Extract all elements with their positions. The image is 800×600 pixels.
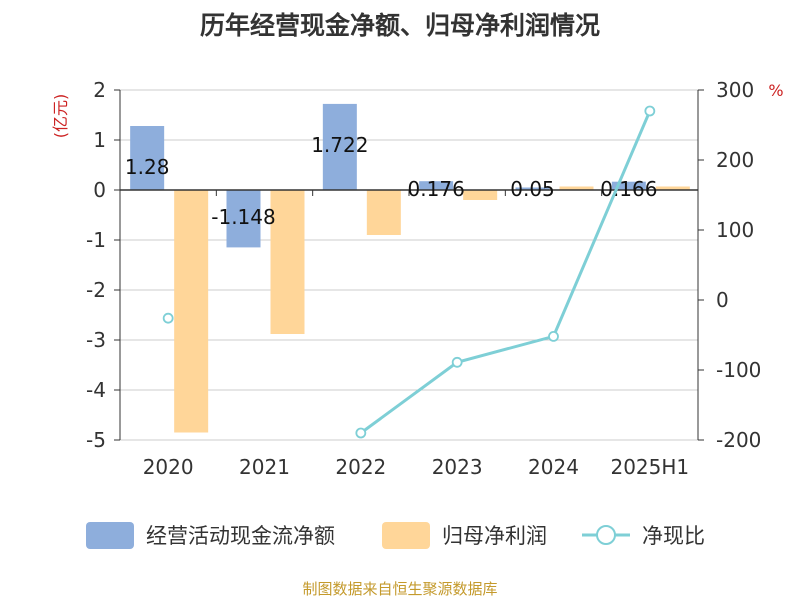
cash-flow-data-label: 0.166: [600, 177, 657, 201]
ratio-point: [162, 312, 174, 324]
ratio-point: [355, 427, 367, 439]
net-profit-bar: [366, 190, 401, 235]
net-profit-bar: [655, 186, 690, 190]
cash-flow-data-label: 1.722: [311, 133, 368, 157]
left-axis-unit: (亿元): [51, 94, 70, 139]
left-tick-label: -1: [86, 228, 106, 252]
ratio-point: [451, 356, 463, 368]
right-tick-label: -100: [716, 358, 761, 382]
right-tick-label: -200: [716, 428, 761, 452]
legend-label-cash-flow: 经营活动现金流净额: [146, 524, 335, 548]
cash-flow-bar: [130, 126, 165, 190]
category-label: 2021: [239, 455, 290, 479]
net-profit-bar: [463, 190, 498, 200]
cash-flow-data-label: -1.148: [211, 205, 275, 229]
left-tick-label: 2: [93, 78, 106, 102]
category-label: 2023: [432, 455, 483, 479]
category-label: 2025H1: [610, 455, 689, 479]
left-tick-label: -4: [86, 378, 106, 402]
net-profit-bar: [270, 190, 305, 334]
right-tick-label: 0: [716, 288, 729, 312]
cash-flow-bar: [322, 103, 357, 190]
chart-title: 历年经营现金净额、归母净利润情况: [199, 11, 600, 40]
ratio-point: [548, 330, 559, 342]
cash-flow-bar: [419, 181, 454, 190]
left-tick-label: -5: [86, 428, 106, 452]
net-profit-bar: [559, 186, 594, 190]
right-tick-label: 100: [716, 218, 754, 242]
cash-flow-data-label: 0.05: [510, 177, 555, 201]
ratio-line: [359, 110, 652, 435]
cash-flow-data-label: 0.176: [408, 177, 465, 201]
left-tick-label: 0: [93, 178, 106, 202]
cash-flow-bar: [611, 181, 646, 190]
legend-marker-ratio: [596, 525, 616, 545]
legend-label-ratio: 净现比: [642, 524, 705, 548]
right-axis-unit: %: [768, 81, 783, 100]
ratio-point: [644, 105, 656, 117]
right-tick-label: 300: [716, 78, 754, 102]
category-label: 2022: [335, 455, 386, 479]
category-label: 2024: [528, 455, 579, 479]
cash-flow-data-label: 1.28: [125, 155, 170, 179]
left-tick-label: 1: [93, 128, 106, 152]
left-tick-label: -2: [86, 278, 106, 302]
category-label: 2020: [143, 455, 194, 479]
legend-swatch-net-profit: [382, 522, 430, 549]
legend-label-net-profit: 归母净利润: [442, 524, 547, 548]
left-tick-label: -3: [86, 328, 106, 352]
cash-flow-bar: [226, 190, 261, 248]
legend-swatch-cash-flow: [86, 522, 134, 549]
source-note: 制图数据来自恒生聚源数据库: [302, 580, 498, 598]
net-profit-bar: [174, 190, 209, 433]
right-tick-label: 200: [716, 148, 754, 172]
cash-flow-bar: [515, 187, 550, 190]
